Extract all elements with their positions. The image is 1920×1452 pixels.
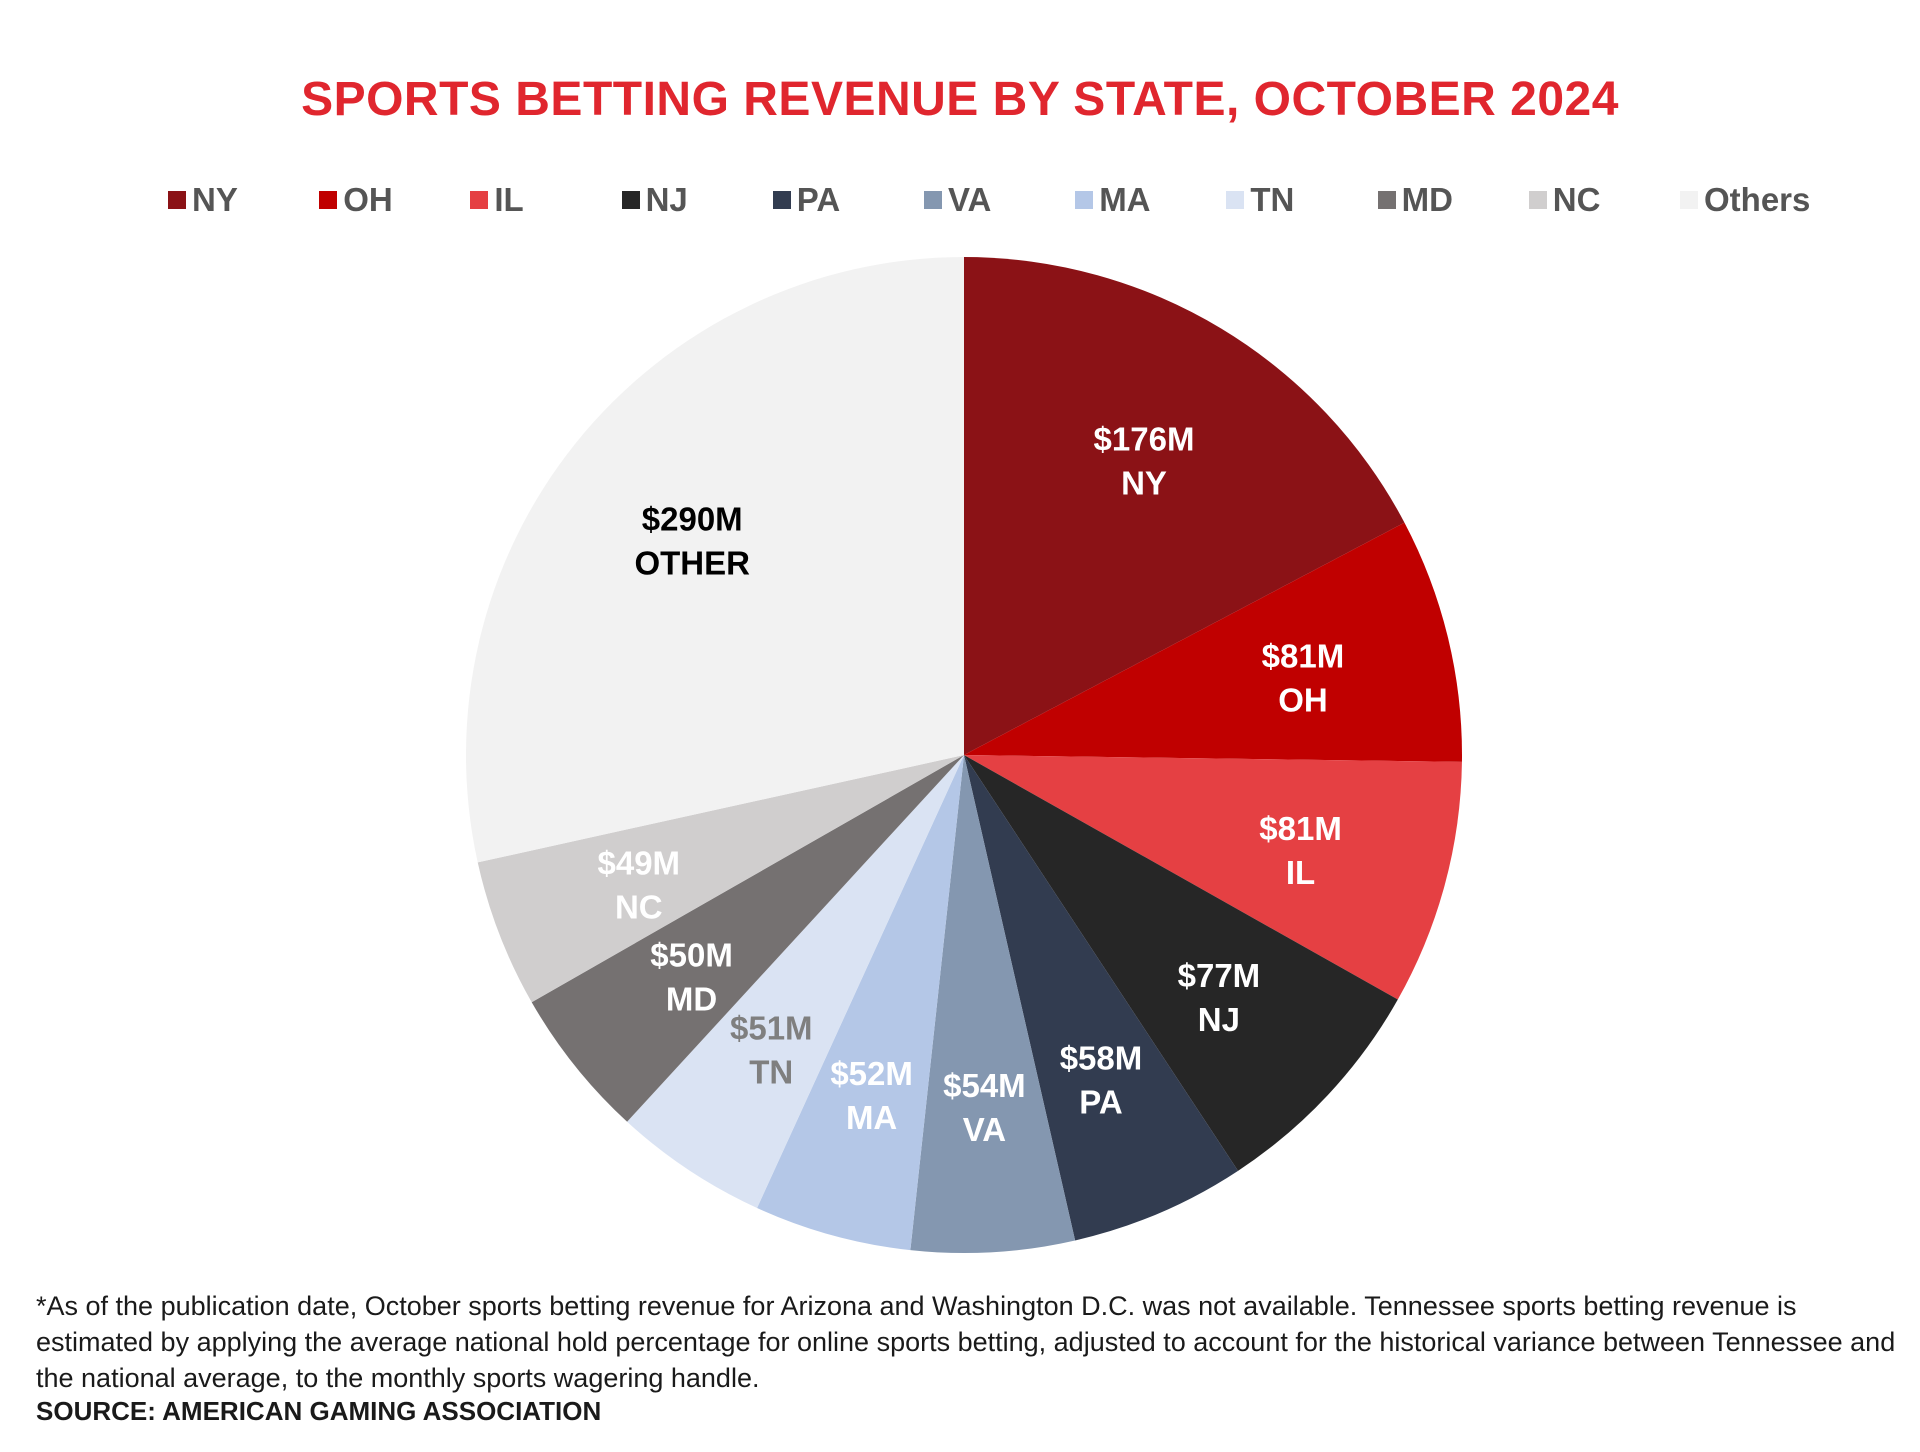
slice-name-label: VA bbox=[963, 1111, 1006, 1148]
slice-name-label: NY bbox=[1121, 464, 1167, 501]
legend-swatch bbox=[621, 191, 640, 209]
slice-name-label: NJ bbox=[1198, 1001, 1240, 1038]
slice-name-label: MA bbox=[846, 1099, 897, 1136]
slice-value-label: $81M bbox=[1262, 638, 1345, 675]
pie-labels: $176M NY $81M OH $81M IL $77M NJ $58M PA $54M VA $52… bbox=[598, 420, 1345, 1148]
pie-slice-ny bbox=[964, 257, 1405, 755]
pie-slice-md bbox=[531, 755, 964, 1122]
legend-swatch bbox=[1528, 191, 1547, 209]
slice-name-label: OH bbox=[1278, 682, 1328, 719]
legend-swatch bbox=[924, 191, 942, 209]
slice-name-label: PA bbox=[1079, 1084, 1122, 1121]
pie-slice-tn bbox=[627, 755, 964, 1208]
legend-item-ny: NY bbox=[168, 172, 238, 228]
chart-title: SPORTS BETTING REVENUE BY STATE, OCTOBER… bbox=[301, 73, 1619, 126]
slice-value-label: $50M bbox=[650, 936, 733, 973]
legend-label: MD bbox=[1401, 181, 1453, 218]
slice-value-label: $58M bbox=[1060, 1040, 1143, 1077]
pie-slice-il bbox=[964, 755, 1462, 1000]
legend-label: TN bbox=[1250, 181, 1295, 218]
legend-swatch bbox=[470, 191, 489, 209]
pie-slice-nj bbox=[964, 755, 1398, 1171]
slice-value-label: $176M bbox=[1094, 420, 1195, 457]
legend-label: OH bbox=[343, 181, 393, 218]
legend-item-oh: OH bbox=[319, 172, 393, 228]
pie-slice-va bbox=[910, 755, 1076, 1253]
footnote: *As of the publication date, October spo… bbox=[36, 1291, 1896, 1393]
legend-swatch bbox=[319, 191, 338, 209]
source-credit: SOURCE: AMERICAN GAMING ASSOCIATION bbox=[36, 1396, 602, 1426]
legend-item-ma: MA bbox=[1075, 172, 1151, 228]
legend-item-pa: PA bbox=[772, 172, 841, 228]
legend-label: Others bbox=[1704, 181, 1811, 218]
legend-label: PA bbox=[796, 181, 841, 218]
legend-item-va: VA bbox=[924, 172, 991, 228]
slice-value-label: $52M bbox=[830, 1055, 913, 1092]
slice-name-label: OTHER bbox=[634, 545, 750, 582]
legend-item-others: Others bbox=[1680, 172, 1810, 228]
legend-label: NJ bbox=[645, 181, 688, 218]
legend-swatch bbox=[1075, 191, 1094, 209]
legend-item-tn: TN bbox=[1226, 172, 1294, 228]
legend-item-nj: NJ bbox=[621, 172, 688, 228]
legend-label: NC bbox=[1552, 181, 1601, 218]
pie-slice-pa bbox=[964, 755, 1239, 1241]
slice-value-label: $54M bbox=[943, 1067, 1026, 1104]
slice-name-label: MD bbox=[666, 980, 717, 1017]
pie-slice-others bbox=[465, 257, 964, 863]
slice-name-label: NC bbox=[615, 889, 663, 926]
slice-value-label: $51M bbox=[730, 1009, 813, 1046]
legend-label: VA bbox=[948, 181, 992, 218]
legend-swatch bbox=[1680, 191, 1698, 209]
legend-swatch bbox=[772, 191, 791, 209]
legend-item-il: IL bbox=[470, 172, 524, 228]
slice-value-label: $77M bbox=[1178, 957, 1261, 994]
legend-swatch bbox=[1226, 191, 1245, 209]
legend-label: IL bbox=[494, 181, 524, 218]
pie-slice-nc bbox=[477, 755, 964, 1003]
legend-label: MA bbox=[1099, 181, 1151, 218]
slice-value-label: $49M bbox=[598, 845, 681, 882]
slice-name-label: TN bbox=[749, 1053, 793, 1090]
slice-value-label: $81M bbox=[1259, 810, 1342, 847]
pie-slice-ma bbox=[757, 755, 964, 1251]
slice-value-label: $290M bbox=[642, 501, 743, 538]
legend-swatch bbox=[168, 191, 186, 209]
legend-swatch bbox=[1377, 191, 1396, 209]
pie-slice-oh bbox=[964, 522, 1462, 762]
pie-chart: $176M NY $81M OH $81M IL $77M NJ $58M PA $54M VA $52… bbox=[465, 257, 1462, 1253]
chart-legend: NY OH IL NJ PA VA MA TN MD NC Others bbox=[0, 172, 1920, 228]
slice-name-label: IL bbox=[1286, 854, 1315, 891]
legend-item-nc: NC bbox=[1528, 172, 1601, 228]
pie-slices bbox=[465, 257, 1462, 1253]
legend-item-md: MD bbox=[1377, 172, 1453, 228]
legend-label: NY bbox=[192, 181, 238, 218]
